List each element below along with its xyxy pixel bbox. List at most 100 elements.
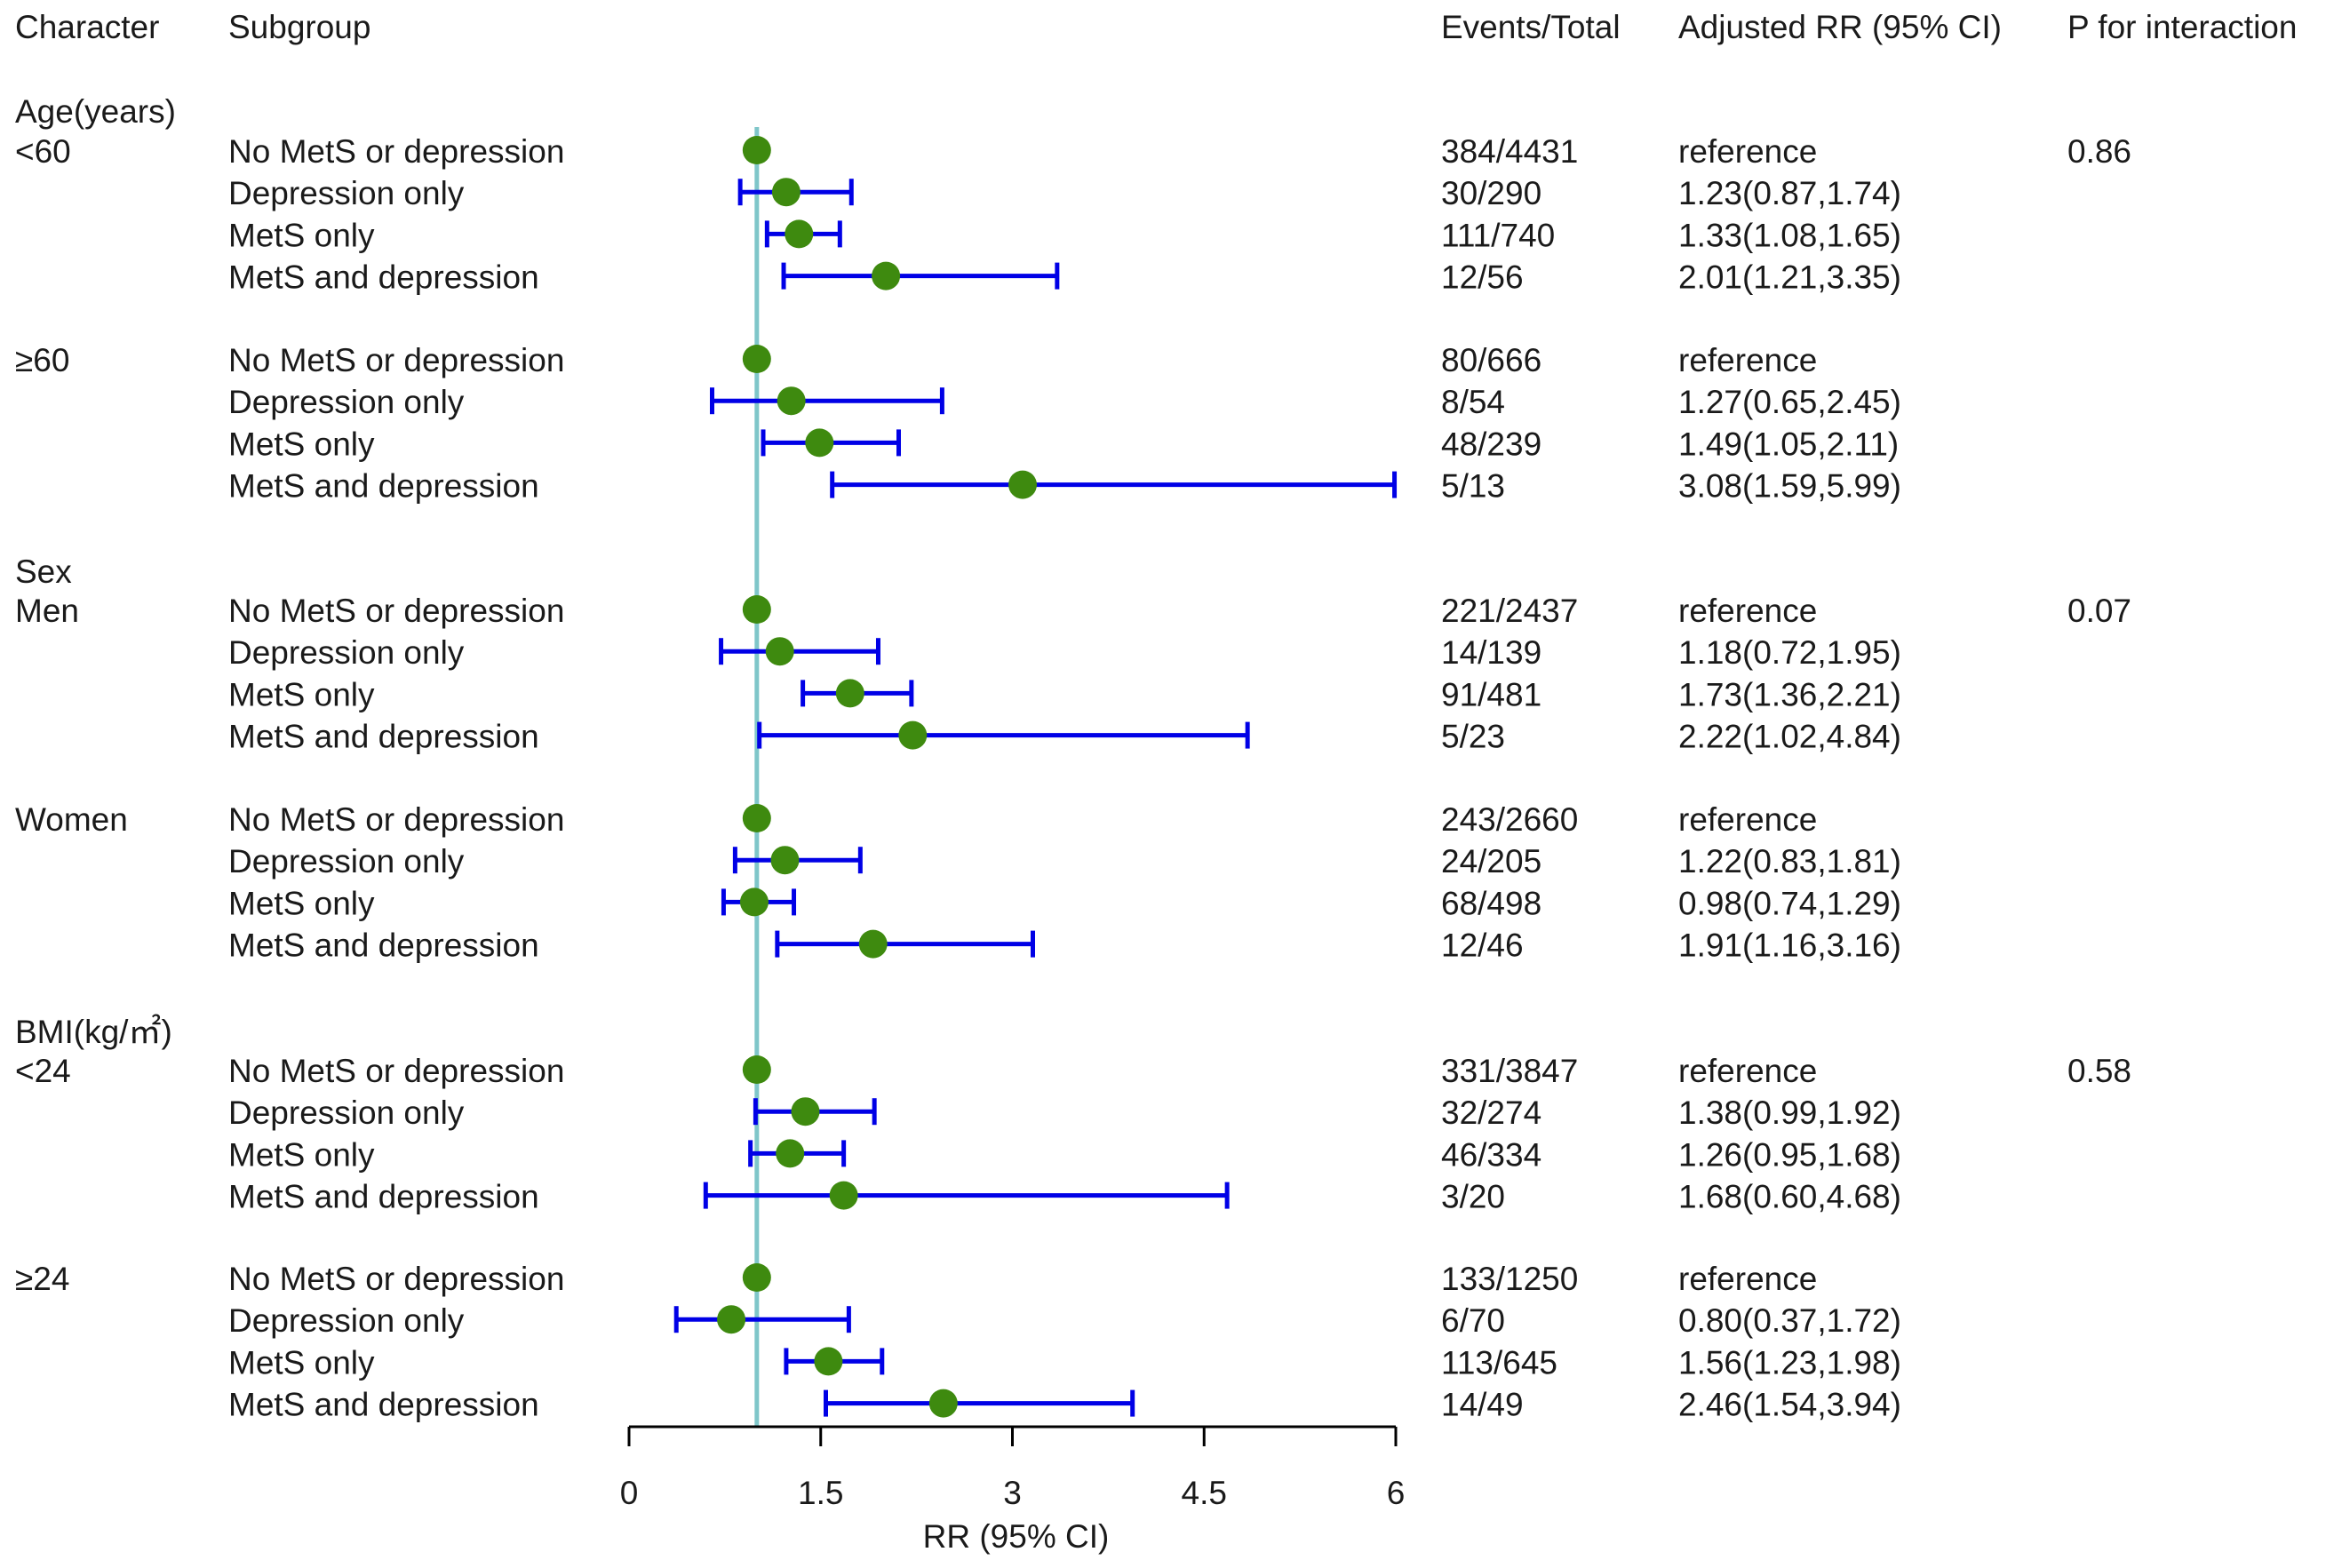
row-adjusted-rr: 1.49(1.05,2.11) — [1678, 426, 1899, 462]
row-subgroup: MetS only — [228, 426, 375, 462]
row-events-total: 46/334 — [1441, 1136, 1541, 1173]
section-label: Sex — [15, 553, 72, 590]
row-adjusted-rr: 1.73(1.36,2.21) — [1678, 676, 1901, 712]
row-events-total: 243/2660 — [1441, 801, 1578, 838]
row-events-total: 113/645 — [1441, 1344, 1557, 1381]
row-subgroup: MetS only — [228, 1136, 375, 1173]
row-adjusted-rr: 1.38(0.99,1.92) — [1678, 1094, 1901, 1131]
row-subgroup: No MetS or depression — [228, 342, 564, 378]
row-character: Women — [15, 801, 128, 838]
x-tick-label: 3 — [1003, 1475, 1022, 1511]
point-estimate — [898, 720, 928, 750]
row-subgroup: MetS and depression — [228, 468, 539, 505]
row-subgroup: MetS and depression — [228, 259, 539, 296]
row-subgroup: Depression only — [228, 1094, 465, 1131]
row-character: ≥60 — [15, 342, 69, 378]
row-subgroup: Depression only — [228, 384, 465, 420]
point-estimate — [742, 804, 771, 832]
row-subgroup: No MetS or depression — [228, 1261, 564, 1297]
row-events-total: 12/56 — [1441, 259, 1524, 296]
point-estimate — [742, 1263, 771, 1292]
row-adjusted-rr: 1.33(1.08,1.65) — [1678, 217, 1901, 253]
row-adjusted-rr: 2.22(1.02,4.84) — [1678, 719, 1901, 755]
row-adjusted-rr: 2.01(1.21,3.35) — [1678, 259, 1901, 296]
row-events-total: 14/139 — [1441, 634, 1541, 671]
row-adjusted-rr: 1.26(0.95,1.68) — [1678, 1136, 1901, 1173]
row-events-total: 48/239 — [1441, 426, 1541, 462]
row-adjusted-rr: reference — [1678, 593, 1817, 629]
row-p-interaction: 0.07 — [2067, 593, 2131, 629]
row-adjusted-rr: reference — [1678, 342, 1817, 378]
point-estimate — [717, 1305, 746, 1334]
row-events-total: 5/13 — [1441, 468, 1505, 505]
row-events-total: 30/290 — [1441, 175, 1541, 211]
row-subgroup: Depression only — [228, 175, 465, 211]
row-labels: Age(years) Sex BMI(kg/㎡) <60 No MetS or depr… — [15, 93, 2131, 1423]
row-subgroup: MetS only — [228, 676, 375, 712]
row-events-total: 133/1250 — [1441, 1261, 1578, 1297]
header-adjusted-rr: Adjusted RR (95% CI) — [1678, 9, 2002, 45]
point-estimate — [777, 386, 806, 416]
point-estimate — [776, 1139, 805, 1168]
row-events-total: 12/46 — [1441, 927, 1524, 964]
ci-whisker — [775, 930, 1036, 958]
row-subgroup: Depression only — [228, 843, 465, 880]
header-character: Character — [15, 9, 159, 45]
row-character: Men — [15, 593, 79, 629]
row-character: <60 — [15, 133, 71, 170]
ci-whisker — [824, 1389, 1135, 1417]
row-subgroup: MetS and depression — [228, 1179, 539, 1215]
point-estimate — [1008, 470, 1038, 499]
x-axis-title: RR (95% CI) — [923, 1518, 1110, 1555]
row-events-total: 14/49 — [1441, 1387, 1524, 1423]
row-adjusted-rr: 1.91(1.16,3.16) — [1678, 927, 1901, 964]
ci-whisker — [781, 262, 1060, 290]
row-p-interaction: 0.58 — [2067, 1053, 2131, 1089]
point-estimate — [765, 637, 794, 666]
row-adjusted-rr: 2.46(1.54,3.94) — [1678, 1387, 1901, 1423]
x-tick-label: 0 — [620, 1475, 639, 1511]
point-estimate — [742, 345, 771, 373]
ci-whisker — [709, 387, 944, 415]
point-estimate — [829, 1181, 858, 1210]
row-adjusted-rr: 1.56(1.23,1.98) — [1678, 1344, 1901, 1381]
row-subgroup: MetS only — [228, 217, 375, 253]
row-events-total: 111/740 — [1441, 217, 1555, 253]
row-adjusted-rr: reference — [1678, 801, 1817, 838]
section-label: BMI(kg/㎡) — [15, 1013, 172, 1050]
header-subgroup: Subgroup — [228, 9, 370, 45]
ci-whisker — [830, 471, 1398, 498]
row-adjusted-rr: 1.27(0.65,2.45) — [1678, 384, 1901, 420]
row-events-total: 5/23 — [1441, 719, 1505, 755]
point-estimate — [872, 261, 901, 291]
row-adjusted-rr: 1.23(0.87,1.74) — [1678, 175, 1901, 211]
row-character: <24 — [15, 1053, 71, 1089]
row-subgroup: No MetS or depression — [228, 133, 564, 170]
point-estimate — [814, 1347, 843, 1376]
row-adjusted-rr: reference — [1678, 133, 1817, 170]
row-character: ≥24 — [15, 1261, 69, 1297]
row-subgroup: MetS only — [228, 885, 375, 921]
row-events-total: 384/4431 — [1441, 133, 1578, 170]
row-events-total: 32/274 — [1441, 1094, 1541, 1131]
row-events-total: 3/20 — [1441, 1179, 1505, 1215]
point-estimate — [771, 178, 801, 207]
column-headers: Character Subgroup Events/Total Adjusted… — [15, 9, 2297, 45]
point-estimate — [739, 887, 769, 917]
row-subgroup: MetS and depression — [228, 719, 539, 755]
row-subgroup: No MetS or depression — [228, 1053, 564, 1089]
ci-whisker — [757, 721, 1250, 749]
point-estimate — [742, 595, 771, 624]
row-subgroup: Depression only — [228, 1302, 465, 1339]
ci-whisker — [673, 1306, 851, 1333]
row-events-total: 8/54 — [1441, 384, 1505, 420]
x-tick-label: 6 — [1387, 1475, 1406, 1511]
row-events-total: 6/70 — [1441, 1302, 1505, 1339]
header-events-total: Events/Total — [1441, 9, 1621, 45]
point-estimate — [835, 679, 864, 708]
ci-whisker — [719, 638, 880, 665]
row-events-total: 91/481 — [1441, 676, 1541, 712]
row-events-total: 221/2437 — [1441, 593, 1578, 629]
section-label: Age(years) — [15, 93, 176, 130]
